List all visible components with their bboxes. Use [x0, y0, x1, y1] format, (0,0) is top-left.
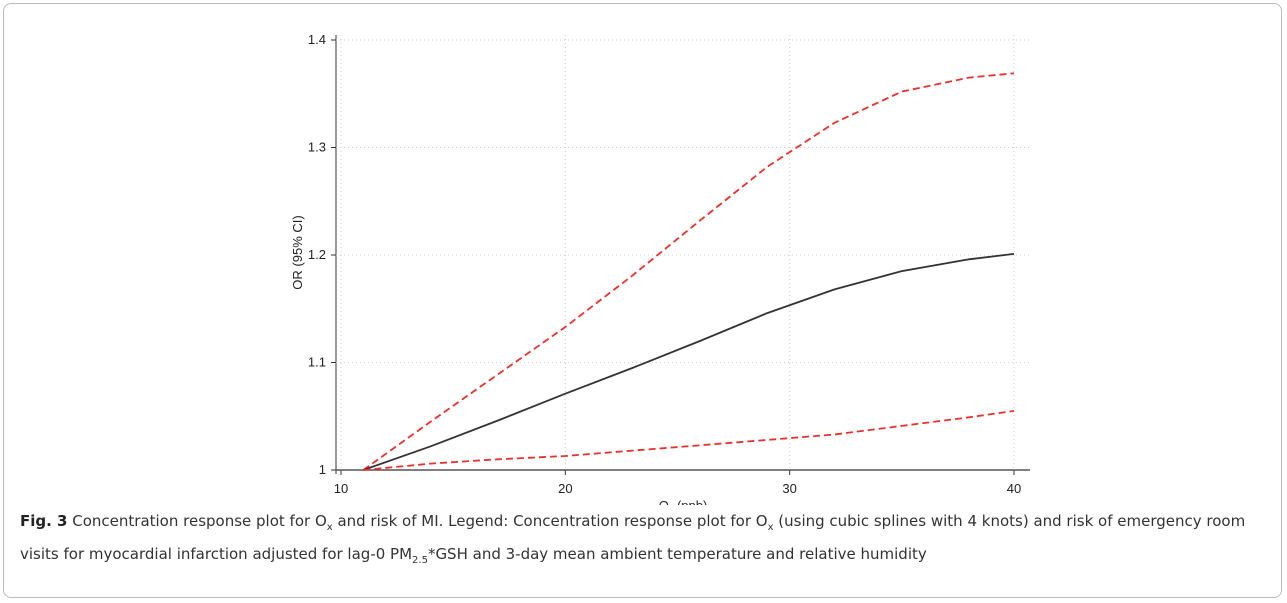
caption-text: and risk of MI. Legend: Concentration re…	[332, 512, 768, 530]
y-tick-label: 1.4	[308, 32, 326, 47]
caption: Fig. 3 Concentration response plot for O…	[20, 508, 1270, 574]
caption-text: Concentration response plot for O	[67, 512, 327, 530]
caption-text: x	[767, 522, 774, 533]
x-axis-label-part: O	[659, 498, 669, 505]
x-tick-label: 30	[782, 481, 796, 496]
x-tick-label: 10	[334, 481, 348, 496]
y-tick-label: 1.1	[308, 355, 326, 370]
x-tick-label: 40	[1007, 481, 1021, 496]
x-tick-label: 20	[558, 481, 572, 496]
caption-text: 2.5	[412, 555, 428, 566]
y-tick-label: 1.2	[308, 247, 326, 262]
ci-line	[362, 72, 1015, 471]
y-tick-label: 1	[319, 462, 326, 477]
y-tick-label: 1.3	[308, 140, 326, 155]
caption-label: Fig. 3	[20, 512, 68, 530]
ci-line	[363, 410, 1015, 471]
chart: 1 1.1 1.2 1.3 1.4 10 20 30 40 OR (95% CI) Ox (ppb)	[290, 32, 1030, 505]
figure-frame	[3, 3, 1282, 598]
caption-text: *GSH and 3-day mean ambient temperature …	[427, 545, 927, 563]
y-axis-label: OR (95% CI)	[290, 215, 305, 289]
caption-text: (using cubic splines with 4 knots) and r…	[20, 512, 1246, 563]
estimate-line	[363, 253, 1015, 471]
x-axis-label-part: (ppb)	[673, 498, 707, 505]
caption-text: x	[326, 522, 333, 533]
x-axis-label: Ox (ppb)	[659, 498, 708, 505]
